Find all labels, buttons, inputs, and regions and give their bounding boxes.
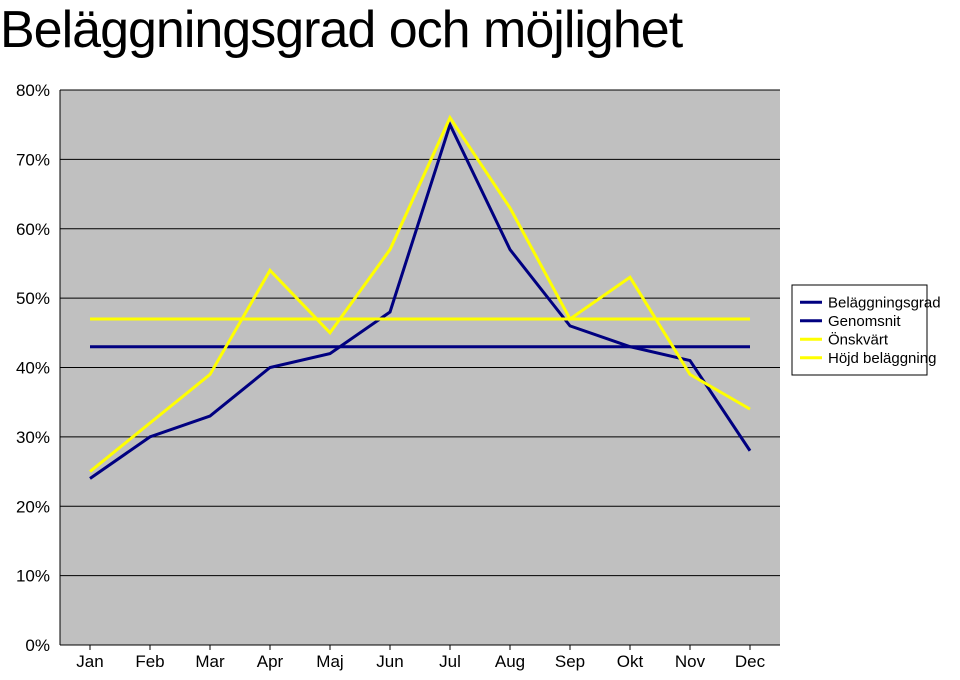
y-tick-label: 20% bbox=[16, 497, 50, 516]
x-tick-label: Jul bbox=[439, 652, 461, 671]
y-tick-label: 30% bbox=[16, 428, 50, 447]
x-tick-label: Sep bbox=[555, 652, 585, 671]
x-tick-label: Dec bbox=[735, 652, 766, 671]
x-tick-label: Feb bbox=[135, 652, 164, 671]
legend-label: Önskvärt bbox=[828, 330, 889, 348]
x-tick-label: Jun bbox=[376, 652, 403, 671]
x-tick-label: Mar bbox=[195, 652, 225, 671]
page-title: Beläggningsgrad och möjlighet bbox=[0, 0, 682, 60]
x-tick-label: Maj bbox=[316, 652, 343, 671]
x-tick-label: Aug bbox=[495, 652, 525, 671]
legend-label: Höjd beläggning bbox=[828, 350, 936, 367]
y-tick-label: 80% bbox=[16, 81, 50, 100]
legend-label: Beläggningsgrad bbox=[828, 294, 941, 311]
y-tick-label: 40% bbox=[16, 359, 50, 378]
x-tick-label: Jan bbox=[76, 652, 103, 671]
y-tick-label: 60% bbox=[16, 220, 50, 239]
x-tick-label: Okt bbox=[617, 652, 644, 671]
y-tick-label: 10% bbox=[16, 567, 50, 586]
x-tick-label: Nov bbox=[675, 652, 706, 671]
x-tick-label: Apr bbox=[257, 652, 284, 671]
chart-container: 0% 10% 20% 30% 40% 50% 60% 70% 80% Jan Feb Mar Apr Ma… bbox=[0, 80, 960, 680]
y-tick-label: 50% bbox=[16, 289, 50, 308]
y-tick-label: 0% bbox=[25, 636, 50, 655]
line-chart: 0% 10% 20% 30% 40% 50% 60% 70% 80% Jan Feb Mar Apr Ma… bbox=[0, 80, 960, 680]
y-tick-label: 70% bbox=[16, 150, 50, 169]
legend-label: Genomsnit bbox=[828, 313, 901, 330]
